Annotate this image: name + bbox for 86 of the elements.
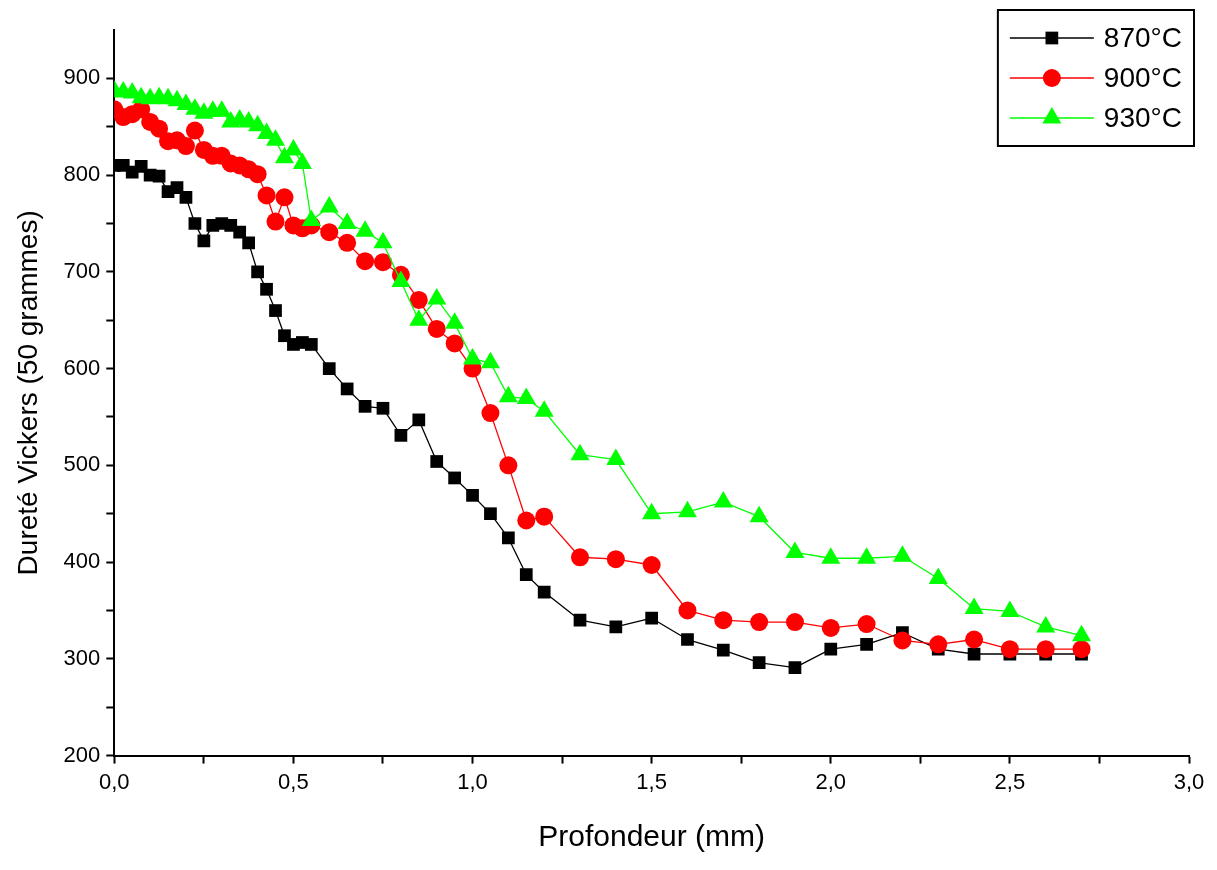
point xyxy=(750,613,769,632)
point xyxy=(571,548,590,567)
point xyxy=(188,217,202,230)
point xyxy=(257,186,276,205)
point xyxy=(1036,640,1055,659)
point xyxy=(893,631,912,650)
legend-label: 870°C xyxy=(1103,21,1183,53)
point xyxy=(445,334,464,353)
point xyxy=(606,550,625,569)
point xyxy=(965,630,984,649)
point xyxy=(535,507,554,526)
point xyxy=(573,613,587,627)
x-tick-label: 0,0 xyxy=(99,768,130,794)
point xyxy=(322,362,336,375)
point xyxy=(1072,640,1091,659)
point xyxy=(275,188,294,207)
y-tick-label: 800 xyxy=(63,161,101,187)
point xyxy=(394,429,408,442)
point xyxy=(537,585,551,599)
point xyxy=(716,643,730,657)
x-tick-label: 1,5 xyxy=(636,768,667,794)
point xyxy=(678,601,697,620)
point xyxy=(502,531,515,545)
point xyxy=(645,611,659,625)
point xyxy=(609,620,623,634)
point xyxy=(642,556,661,575)
point xyxy=(517,511,536,530)
point xyxy=(278,329,291,343)
point xyxy=(430,455,444,468)
point xyxy=(185,121,204,140)
point xyxy=(499,456,518,475)
x-tick-label: 3,0 xyxy=(1173,768,1205,794)
point xyxy=(233,225,247,239)
legend-label: 930°C xyxy=(1103,101,1183,133)
y-tick-label: 600 xyxy=(63,354,101,380)
y-tick-label: 300 xyxy=(63,644,101,670)
point xyxy=(373,253,392,272)
x-tick-label: 0,5 xyxy=(278,768,309,794)
point xyxy=(170,181,184,195)
point xyxy=(176,137,195,156)
point xyxy=(358,399,372,413)
point xyxy=(179,191,193,204)
point xyxy=(150,119,169,138)
point xyxy=(260,282,273,296)
point xyxy=(788,661,802,674)
point xyxy=(1000,640,1019,659)
x-tick-label: 2,5 xyxy=(994,768,1026,794)
point xyxy=(427,319,446,338)
x-tick-label: 1,0 xyxy=(457,768,488,794)
point xyxy=(752,656,766,670)
point xyxy=(409,290,428,309)
point xyxy=(412,413,426,427)
point xyxy=(714,611,733,630)
point xyxy=(681,633,694,646)
y-tick-label: 200 xyxy=(63,741,101,767)
point xyxy=(821,618,840,637)
point xyxy=(340,382,354,396)
y-tick-label: 500 xyxy=(63,451,101,477)
point xyxy=(481,404,500,423)
x-tick-label: 2,0 xyxy=(815,768,847,794)
point xyxy=(134,160,148,173)
point xyxy=(466,488,479,502)
point xyxy=(860,637,873,651)
legend-label: 900°C xyxy=(1103,61,1183,93)
y-tick-label: 400 xyxy=(63,548,101,574)
point xyxy=(857,615,876,634)
point xyxy=(251,265,264,279)
point xyxy=(929,635,948,654)
point xyxy=(376,401,390,415)
point xyxy=(304,338,318,351)
point xyxy=(785,613,804,632)
point xyxy=(448,471,461,485)
point xyxy=(484,507,497,521)
y-tick-label: 700 xyxy=(63,257,101,283)
point xyxy=(356,252,375,271)
point xyxy=(269,304,282,317)
point xyxy=(519,568,533,582)
x-axis-title: Profondeur (mm) xyxy=(538,819,766,853)
point xyxy=(320,223,339,242)
point xyxy=(248,165,267,184)
y-tick-label: 900 xyxy=(63,64,101,90)
point xyxy=(266,212,285,231)
point xyxy=(824,642,838,656)
point xyxy=(242,236,256,250)
y-axis-title: Dureté Vickers (50 grammes) xyxy=(11,210,43,576)
point xyxy=(338,233,357,252)
